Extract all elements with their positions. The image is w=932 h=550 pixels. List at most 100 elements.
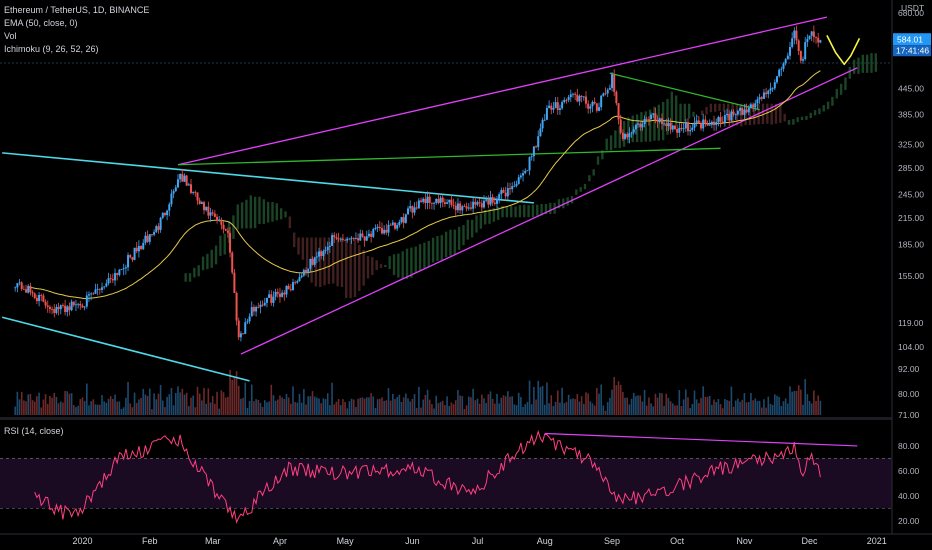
cloud-slice [696, 115, 700, 117]
candle-body [64, 305, 67, 313]
volume-bar [142, 388, 145, 415]
volume-bar [220, 390, 223, 415]
volume-bar [242, 397, 244, 415]
candle-body [812, 31, 815, 38]
volume-bar [313, 396, 316, 415]
candle-body [66, 306, 69, 313]
cloud-slice [327, 237, 331, 284]
volume-bar [520, 397, 522, 415]
candle-body [413, 207, 416, 213]
cloud-slice [462, 225, 465, 246]
volume-bar [472, 388, 474, 415]
volume-bar [40, 407, 43, 415]
candle-body [311, 258, 314, 265]
candle-body [370, 233, 373, 237]
volume-bar [118, 401, 121, 415]
candle-body [35, 297, 38, 302]
candle-body [166, 210, 169, 216]
candle-body [276, 291, 279, 294]
volume-bar [489, 391, 492, 415]
cloud-slice [323, 237, 326, 286]
volume-bar [782, 401, 785, 415]
volume-bar [691, 404, 694, 415]
volume-bar [437, 403, 440, 415]
volume-bar [715, 401, 718, 415]
candle-body [79, 303, 82, 306]
candle-body [658, 118, 661, 122]
candle-body [589, 106, 592, 109]
candle-body [604, 93, 607, 95]
volume-bar [689, 408, 691, 415]
cloud-slice [353, 238, 357, 297]
cloud-slice [692, 111, 695, 117]
volume-bar [765, 407, 767, 415]
volume-bar [365, 397, 368, 415]
volume-bar [298, 393, 301, 415]
candle-body [259, 304, 262, 308]
volume-bar [420, 407, 422, 415]
candle-body [85, 295, 88, 307]
candle-body [815, 37, 818, 38]
candle-body [574, 93, 577, 95]
candle-body [710, 121, 713, 125]
cloud-slice [366, 256, 370, 279]
volume-bar [64, 390, 66, 415]
volume-bar [756, 401, 759, 415]
volume-bar [92, 399, 95, 415]
cloud-slice [440, 235, 443, 261]
candle-body [663, 123, 666, 125]
volume-bar [418, 386, 420, 415]
volume-bar [36, 396, 38, 415]
volume-bar [457, 390, 459, 415]
volume-bar [546, 382, 548, 415]
volume-bar [263, 400, 266, 415]
price-tick-label: 71.00 [898, 410, 920, 420]
candle-body [346, 238, 349, 241]
cloud-slice [457, 226, 461, 250]
candle-body [441, 197, 444, 203]
volume-bar [498, 403, 500, 415]
candle-body [671, 125, 674, 130]
candle-body [153, 231, 156, 235]
candle-body [296, 281, 299, 283]
candle-body [660, 118, 663, 124]
cloud-slice [358, 244, 361, 291]
trendline-magenta-lower [240, 67, 858, 355]
volume-bar [695, 399, 698, 415]
volume-bar [711, 404, 713, 415]
candle-body [532, 146, 535, 157]
cloud-slice [418, 244, 422, 271]
candle-body [229, 232, 232, 253]
volume-bar [496, 393, 498, 415]
candle-body [467, 207, 470, 209]
cloud-slice [701, 110, 704, 116]
candle-body [53, 309, 56, 313]
cloud-slice [644, 111, 647, 142]
candle-body [159, 217, 162, 230]
cloud-slice [414, 246, 417, 274]
volume-bar [428, 399, 431, 415]
volume-bar [461, 396, 464, 415]
cloud-slice [540, 203, 543, 216]
volume-bar [135, 402, 138, 415]
cloud-slice [536, 204, 539, 216]
price-tick-label: 385.00 [898, 109, 924, 119]
cloud-slice [592, 169, 595, 176]
candle-body [315, 256, 318, 258]
candle-body [72, 301, 75, 306]
cloud-slice [379, 264, 383, 269]
volume-bar [685, 389, 687, 415]
volume-bar [155, 399, 158, 415]
time-tick-label: 2021 [867, 536, 887, 546]
volume-bar [20, 391, 23, 415]
volume-bar [559, 402, 561, 415]
candle-body [561, 102, 564, 109]
volume-bar [86, 383, 88, 415]
time-tick-label: Feb [142, 536, 158, 546]
volume-bar [205, 403, 207, 415]
candle-body [708, 124, 711, 126]
volume-bar [682, 399, 685, 415]
candle-body [469, 207, 472, 209]
candle-body [51, 309, 54, 310]
